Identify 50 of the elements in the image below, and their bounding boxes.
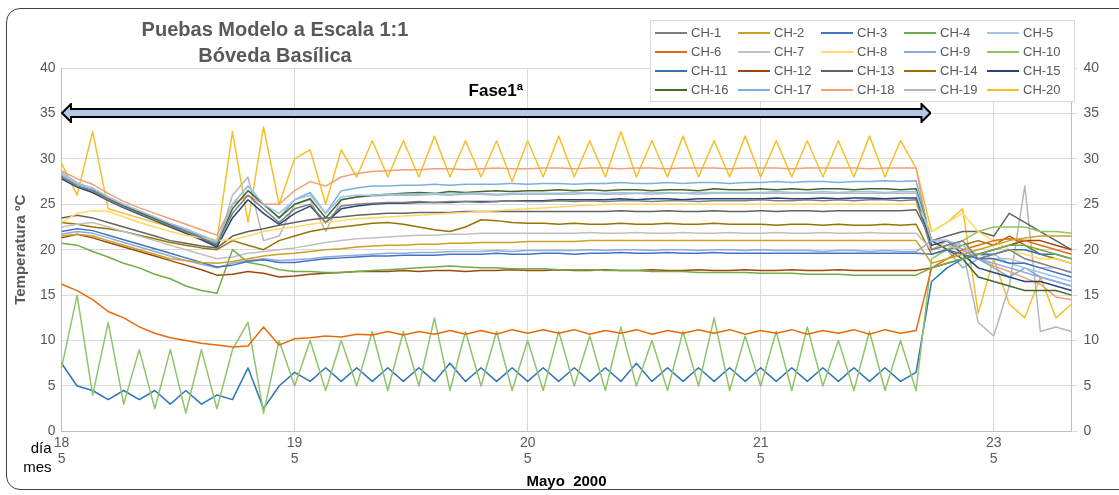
legend-label: CH-14 bbox=[940, 63, 978, 78]
y-tick-label: 15 bbox=[39, 285, 56, 302]
legend-label: CH-20 bbox=[1023, 82, 1061, 97]
x-tick-label: 18 5 bbox=[53, 433, 70, 467]
y-axis-title: Temperatura ºC bbox=[11, 194, 29, 305]
y2-tick-label: 0 bbox=[1083, 422, 1092, 439]
chart-subtitle: Bóveda Basílica bbox=[197, 43, 353, 68]
legend-label: CH-8 bbox=[857, 44, 888, 59]
legend-label: CH-18 bbox=[857, 82, 895, 97]
legend-label: CH-4 bbox=[940, 25, 971, 40]
y2-tick-label: 20 bbox=[1083, 240, 1100, 257]
y2-tick-label: 35 bbox=[1083, 104, 1100, 121]
y-tick-label: 10 bbox=[39, 331, 56, 348]
x-tick-label: 21 5 bbox=[752, 433, 769, 467]
y-tick-label: 0 bbox=[47, 422, 56, 439]
legend-label: CH-19 bbox=[940, 82, 978, 97]
y2-tick-label: 10 bbox=[1083, 331, 1100, 348]
legend-label: CH-15 bbox=[1023, 63, 1061, 78]
y-tick-label: 30 bbox=[39, 149, 56, 166]
text: mes bbox=[23, 457, 52, 475]
x-axis-title: Mayo 2000 bbox=[526, 472, 607, 490]
legend-label: CH-3 bbox=[857, 25, 888, 40]
y-tick-label: 35 bbox=[39, 104, 56, 121]
y2-tick-label: 15 bbox=[1083, 285, 1100, 302]
legend-label: CH-11 bbox=[691, 63, 728, 78]
y2-tick-label: 30 bbox=[1083, 149, 1100, 166]
y2-tick-label: 5 bbox=[1083, 376, 1092, 393]
legend-label: CH-12 bbox=[774, 63, 812, 78]
legend-label: CH-7 bbox=[774, 44, 805, 59]
legend-label: CH-10 bbox=[1023, 44, 1061, 59]
legend-label: CH-2 bbox=[774, 25, 805, 40]
legend-label: CH-5 bbox=[1023, 25, 1054, 40]
x-tick-label: 23 5 bbox=[985, 433, 1002, 467]
legend-label: CH-1 bbox=[691, 25, 722, 40]
y2-tick-label: 40 bbox=[1083, 58, 1100, 75]
legend-label: CH-16 bbox=[691, 82, 729, 97]
text: día bbox=[30, 438, 53, 456]
chart-title: Puebas Modelo a Escala 1:1 bbox=[140, 17, 410, 42]
y-tick-label: 5 bbox=[47, 376, 56, 393]
legend-label: CH-13 bbox=[857, 63, 895, 78]
y-tick-label: 40 bbox=[39, 58, 56, 75]
y-tick-label: 25 bbox=[39, 195, 56, 212]
legend-label: CH-17 bbox=[774, 82, 812, 97]
annotation: Fase1ª bbox=[468, 81, 524, 101]
y2-tick-label: 25 bbox=[1083, 195, 1100, 212]
legend-label: CH-6 bbox=[691, 44, 722, 59]
x-tick-label: 20 5 bbox=[519, 433, 536, 467]
y-tick-label: 20 bbox=[39, 240, 56, 257]
x-tick-label: 19 5 bbox=[286, 433, 303, 467]
legend-label: CH-9 bbox=[940, 44, 971, 59]
